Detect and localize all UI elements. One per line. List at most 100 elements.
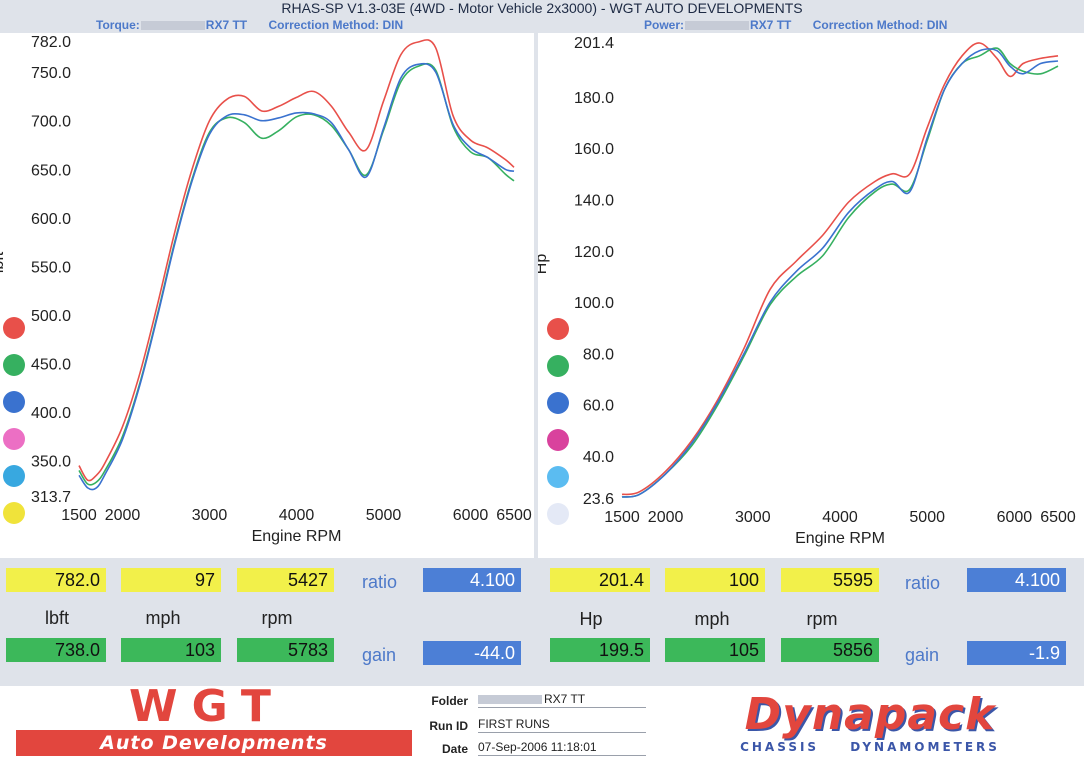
power-x-tick: 6500: [1040, 509, 1076, 526]
torque-legend-dot[interactable]: [3, 354, 25, 376]
date-label: Date: [441, 742, 468, 756]
torque-x-tick: 5000: [366, 507, 402, 524]
redacted-block: [685, 21, 750, 30]
torque-unit-label: lbft: [44, 608, 69, 628]
power-y-axis-label: Hp: [538, 254, 550, 275]
power-y-tick: 60.0: [583, 398, 614, 415]
torque-legend-dot[interactable]: [3, 317, 25, 339]
window-title: RHAS-SP V1.3-03E (4WD - Motor Vehicle 2x…: [281, 0, 803, 16]
run-id-label: Run ID: [429, 719, 468, 733]
power-y-tick: 40.0: [583, 449, 614, 466]
power-series-line-3: [621, 48, 1059, 498]
torque-vehicle: RX7 TT: [205, 18, 248, 32]
dynapack-logo-subtitle: CHASSIS DYNAMOMETERS: [740, 740, 1000, 754]
wgt-logo-title: WGT: [129, 681, 285, 732]
torque-y-tick: 350.0: [31, 454, 71, 471]
folder-value-text: RX7 TT: [544, 692, 586, 706]
power-x-axis-label: Engine RPM: [795, 530, 885, 547]
power-header: Power: RX7 TT Correction Method: DIN: [644, 17, 947, 33]
torque-y-tick: 400.0: [31, 405, 71, 422]
torque-x-tick: 6500: [496, 507, 532, 524]
torque-y-tick: 600.0: [31, 211, 71, 228]
torque-current-rpm: 5783: [237, 638, 334, 662]
torque-x-tick: 3000: [192, 507, 228, 524]
power-y-tick: 160.0: [574, 141, 614, 158]
torque-y-tick: 313.7: [31, 489, 71, 506]
power-legend-dot[interactable]: [547, 392, 569, 414]
footer: WGT Auto Developments Folder RX7 TT Run …: [0, 681, 1084, 760]
dynapack-logo-name: Dynapack: [744, 689, 996, 740]
power-rpm-unit: rpm: [806, 609, 838, 629]
torque-peak-speed: 97: [121, 568, 221, 592]
torque-legend-dot[interactable]: [3, 502, 25, 524]
power-current-speed: 105: [665, 638, 765, 662]
power-y-tick: 140.0: [574, 192, 614, 209]
torque-legend-dot[interactable]: [3, 391, 25, 413]
power-correction: Correction Method: DIN: [812, 18, 948, 32]
torque-ratio-value: 4.100: [423, 568, 521, 592]
torque-correction: Correction Method: DIN: [268, 18, 404, 32]
torque-chart: 782.0 750.0 700.0 650.0 600.0 550.0 500.0 450.0…: [0, 34, 532, 545]
torque-current-value: 738.0: [6, 638, 106, 662]
power-y-tick: 80.0: [583, 346, 614, 363]
run-id-value: FIRST RUNS: [478, 716, 646, 733]
torque-peak-value: 782.0: [6, 568, 106, 592]
power-label: Power:: [644, 18, 685, 32]
power-y-tick: 201.4: [574, 35, 614, 52]
torque-legend-dot[interactable]: [3, 428, 25, 450]
power-x-tick: 5000: [909, 509, 945, 526]
torque-speed-unit: mph: [145, 608, 181, 628]
power-gain-label: gain: [905, 645, 940, 665]
power-peak-speed: 100: [665, 568, 765, 592]
power-current-rpm: 5856: [781, 638, 879, 662]
torque-y-tick: 750.0: [31, 65, 71, 82]
power-gain-value: -1.9: [967, 641, 1066, 665]
power-chart: 201.4 180.0 160.0 140.0 120.0 100.0 80.0 60.0 40…: [538, 35, 1076, 547]
power-y-tick: 180.0: [574, 90, 614, 107]
torque-x-tick: 2000: [105, 507, 141, 524]
power-speed-unit: mph: [694, 609, 730, 629]
power-y-tick: 23.6: [583, 491, 614, 508]
power-legend-dot[interactable]: [547, 466, 569, 488]
power-series-line-1: [621, 42, 1059, 496]
power-legend-dot[interactable]: [547, 318, 569, 340]
torque-header: Torque: RX7 TT Correction Method: DIN: [96, 17, 403, 33]
torque-gain-value: -44.0: [423, 641, 521, 665]
torque-x-tick: 4000: [279, 507, 315, 524]
power-legend-dot[interactable]: [547, 503, 569, 525]
folder-value: RX7 TT: [478, 691, 646, 708]
power-x-tick: 1500: [604, 509, 640, 526]
torque-peak-rpm: 5427: [237, 568, 334, 592]
torque-y-tick: 650.0: [31, 162, 71, 179]
power-current-value: 199.5: [550, 638, 650, 662]
torque-ratio-label: ratio: [362, 572, 398, 592]
power-legend-dot[interactable]: [547, 429, 569, 451]
power-x-tick: 2000: [648, 509, 684, 526]
torque-series-line-2: [78, 62, 515, 486]
torque-x-tick: 1500: [61, 507, 97, 524]
redacted-block: [478, 695, 542, 704]
torque-y-tick: 450.0: [31, 357, 71, 374]
wgt-logo: WGT Auto Developments: [2, 681, 412, 758]
power-peak-value: 201.4: [550, 568, 650, 592]
power-y-tick: 120.0: [574, 244, 614, 261]
power-peak-rpm: 5595: [781, 568, 879, 592]
torque-y-tick: 550.0: [31, 259, 71, 276]
power-chart-panel: 201.4 180.0 160.0 140.0 120.0 100.0 80.0 60.0 40…: [538, 33, 1084, 558]
date-value: 07-Sep-2006 11:18:01: [478, 739, 646, 756]
torque-current-speed: 103: [121, 638, 221, 662]
power-legend-dot[interactable]: [547, 355, 569, 377]
torque-label: Torque:: [96, 18, 140, 32]
power-x-tick: 4000: [822, 509, 858, 526]
wgt-logo-subtitle: Auto Developments: [16, 730, 412, 756]
torque-y-tick: 700.0: [31, 114, 71, 131]
power-x-tick: 3000: [735, 509, 771, 526]
torque-y-tick: 782.0: [31, 34, 71, 51]
dynapack-logo: Dynapack CHASSIS DYNAMOMETERS: [680, 688, 1060, 758]
folder-label: Folder: [431, 694, 468, 708]
torque-legend-dot[interactable]: [3, 465, 25, 487]
torque-x-tick: 6000: [453, 507, 489, 524]
torque-y-tick: 500.0: [31, 308, 71, 325]
torque-gain-label: gain: [362, 645, 397, 665]
power-series-line-2: [621, 47, 1059, 498]
